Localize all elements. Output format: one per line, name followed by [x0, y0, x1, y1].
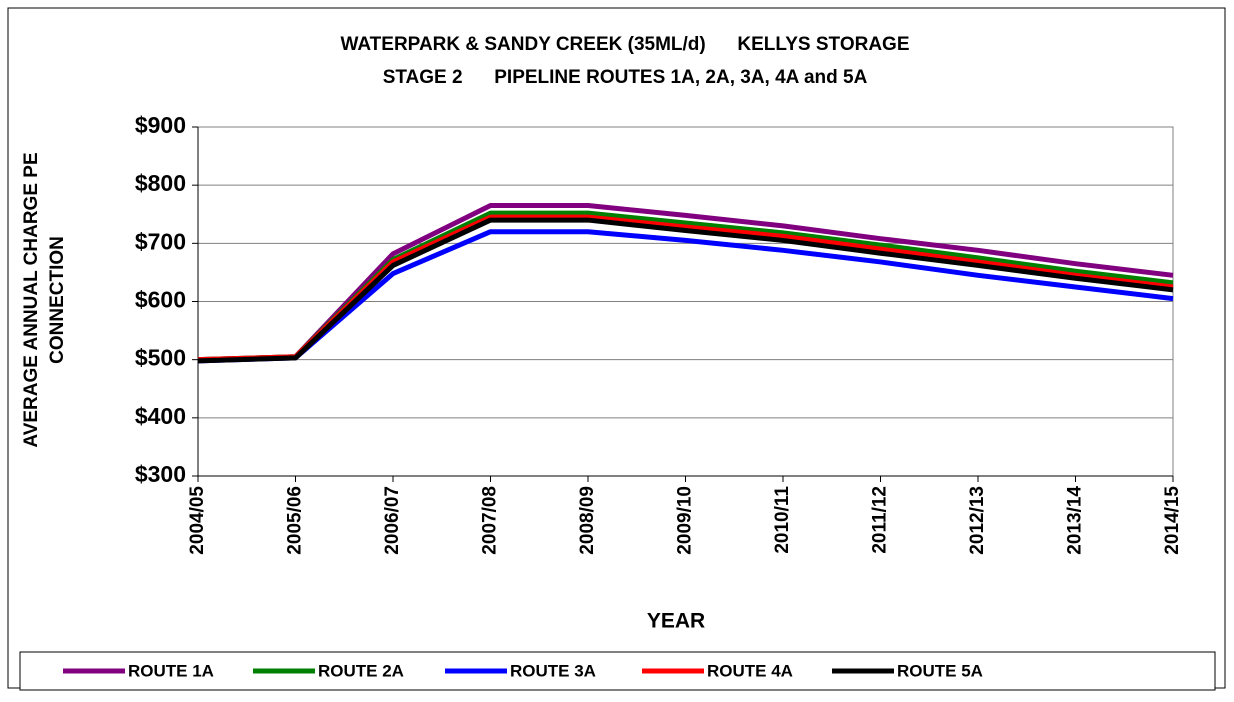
legend-label: ROUTE 2A — [318, 661, 404, 680]
legend-label: ROUTE 3A — [510, 661, 596, 680]
y-tick-label: $300 — [135, 461, 186, 487]
chart-title: WATERPARK & SANDY CREEK (35ML/d) KELLYS … — [340, 34, 909, 55]
legend — [19, 651, 1216, 691]
x-axis-title: YEAR — [647, 610, 705, 633]
y-tick-label: $500 — [135, 345, 186, 371]
x-tick-label: 2013/14 — [1065, 486, 1086, 555]
series-line — [197, 217, 1174, 364]
y-tick-label: $400 — [135, 403, 186, 429]
chart-title: STAGE 2 PIPELINE ROUTES 1A, 2A, 3A, 4A a… — [383, 67, 868, 88]
x-tick-label: 2008/09 — [577, 486, 598, 555]
x-tick-label: 2005/06 — [285, 486, 306, 555]
y-tick-label: $800 — [135, 170, 186, 196]
y-tick-label: $600 — [135, 287, 186, 313]
legend-label: ROUTE 5A — [897, 661, 983, 680]
x-tick-label: 2006/07 — [382, 486, 403, 555]
y-axis-title: AVERAGE ANNUAL CHARGE PE — [21, 152, 42, 447]
x-tick-label: 2014/15 — [1162, 486, 1183, 555]
x-tick-label: 2010/11 — [772, 486, 793, 554]
series-line — [197, 229, 1174, 364]
x-tick-label: 2004/05 — [187, 486, 208, 555]
y-tick-label: $700 — [135, 228, 186, 254]
x-tick-label: 2007/08 — [480, 486, 501, 555]
x-tick-label: 2012/13 — [967, 486, 988, 555]
y-tick-label: $900 — [135, 112, 186, 138]
y-axis-title: CONNECTION — [47, 236, 68, 364]
legend-label: ROUTE 4A — [707, 661, 793, 680]
series-line — [197, 203, 1174, 363]
x-tick-label: 2009/10 — [675, 486, 696, 555]
x-tick-label: 2011/12 — [870, 486, 891, 554]
legend-label: ROUTE 1A — [128, 661, 214, 680]
